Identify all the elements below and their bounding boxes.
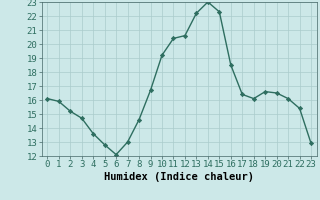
X-axis label: Humidex (Indice chaleur): Humidex (Indice chaleur): [104, 172, 254, 182]
